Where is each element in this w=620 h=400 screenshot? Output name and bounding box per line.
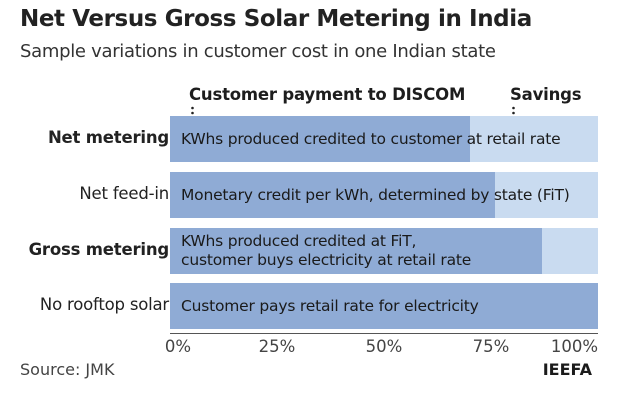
category-label-no-rooftop-solar: No rooftop solar [39,295,169,314]
chart-title: Net Versus Gross Solar Metering in India [20,6,532,32]
bar-text-line-1: Monetary credit per kWh, determined by s… [181,185,570,204]
category-label-net-feed-in: Net feed-in [79,184,169,203]
category-label-gross-metering: Gross metering [28,240,170,259]
bar-text-gross-metering: KWhs produced credited at FiT, customer b… [181,228,595,274]
bar-text-no-rooftop-solar: Customer pays retail rate for electricit… [181,283,595,329]
header-label-payment: Customer payment to DISCOM [189,85,466,104]
bar-text-line-1: KWhs produced credited at FiT, [181,232,417,250]
bar-payment-net-metering [170,116,470,162]
chart-subtitle: Sample variations in customer cost in on… [20,41,496,62]
x-tick-label: 0% [164,337,192,356]
bar-text-net-feed-in: Monetary credit per kWh, determined by s… [181,172,595,218]
bar-text-line-2: customer buys electricity at retail rate [181,251,472,269]
bar-payment-no-rooftop-solar [170,283,598,329]
bar-text-line-1: KWhs produced credited to customer at re… [181,129,561,148]
header-label-savings: Savings [510,85,582,104]
bar-text-net-metering: KWhs produced credited to customer at re… [181,116,595,162]
x-axis-line [170,333,598,334]
bar-payment-gross-metering [170,228,543,274]
x-tick-label: 50% [365,337,403,356]
bar-text-line-1: Customer pays retail rate for electricit… [181,296,479,315]
x-tick-label: 25% [258,337,296,356]
x-tick-label: 100% [550,337,598,356]
bar-payment-net-feed-in [170,172,496,218]
category-label-net-metering: Net metering [47,128,169,147]
x-tick-label: 75% [472,337,510,356]
brand-logo: IEEFA [542,360,592,379]
source-note: Source: JMK [20,360,115,379]
